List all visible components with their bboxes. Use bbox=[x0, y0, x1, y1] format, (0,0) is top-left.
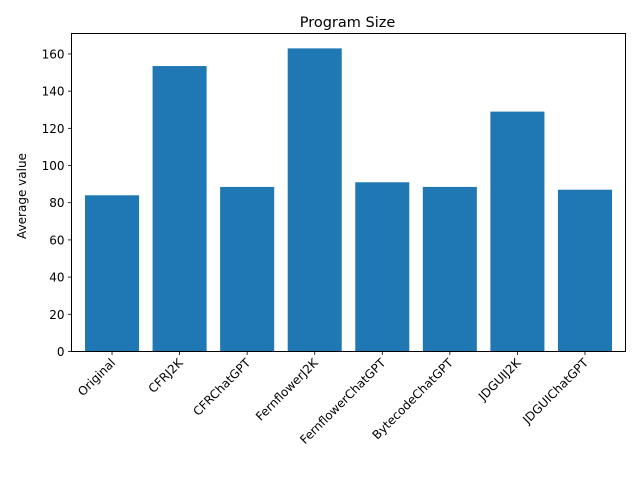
bar-jdguij2k bbox=[490, 111, 545, 352]
y-tick-label: 80 bbox=[49, 196, 64, 210]
y-axis-label: Average value bbox=[15, 153, 29, 239]
bars-group bbox=[85, 48, 612, 352]
y-tick-label: 40 bbox=[49, 271, 64, 285]
y-tick-label: 160 bbox=[42, 47, 65, 61]
bar-cfrchatgpt bbox=[220, 186, 275, 352]
plot-frame bbox=[71, 33, 626, 352]
bar-jdguichatgpt bbox=[557, 189, 612, 352]
bar-fernflowerchatgpt bbox=[355, 182, 410, 352]
bar-cfrj2k bbox=[152, 66, 207, 352]
y-tick-label: 20 bbox=[49, 308, 64, 322]
y-tick-label: 0 bbox=[57, 345, 65, 359]
bar-bytecodechatgpt bbox=[422, 186, 477, 352]
y-tick-label: 60 bbox=[49, 233, 64, 247]
bar-fernflowerj2k bbox=[287, 48, 342, 352]
bar-original bbox=[85, 195, 140, 352]
y-tick-label: 100 bbox=[42, 159, 65, 173]
y-tick-label: 120 bbox=[42, 122, 65, 136]
y-tick-label: 140 bbox=[42, 85, 65, 99]
y-axis: 0 20 40 60 80 100 120 140 160 bbox=[42, 47, 72, 359]
chart-title: Program Size bbox=[300, 15, 396, 31]
